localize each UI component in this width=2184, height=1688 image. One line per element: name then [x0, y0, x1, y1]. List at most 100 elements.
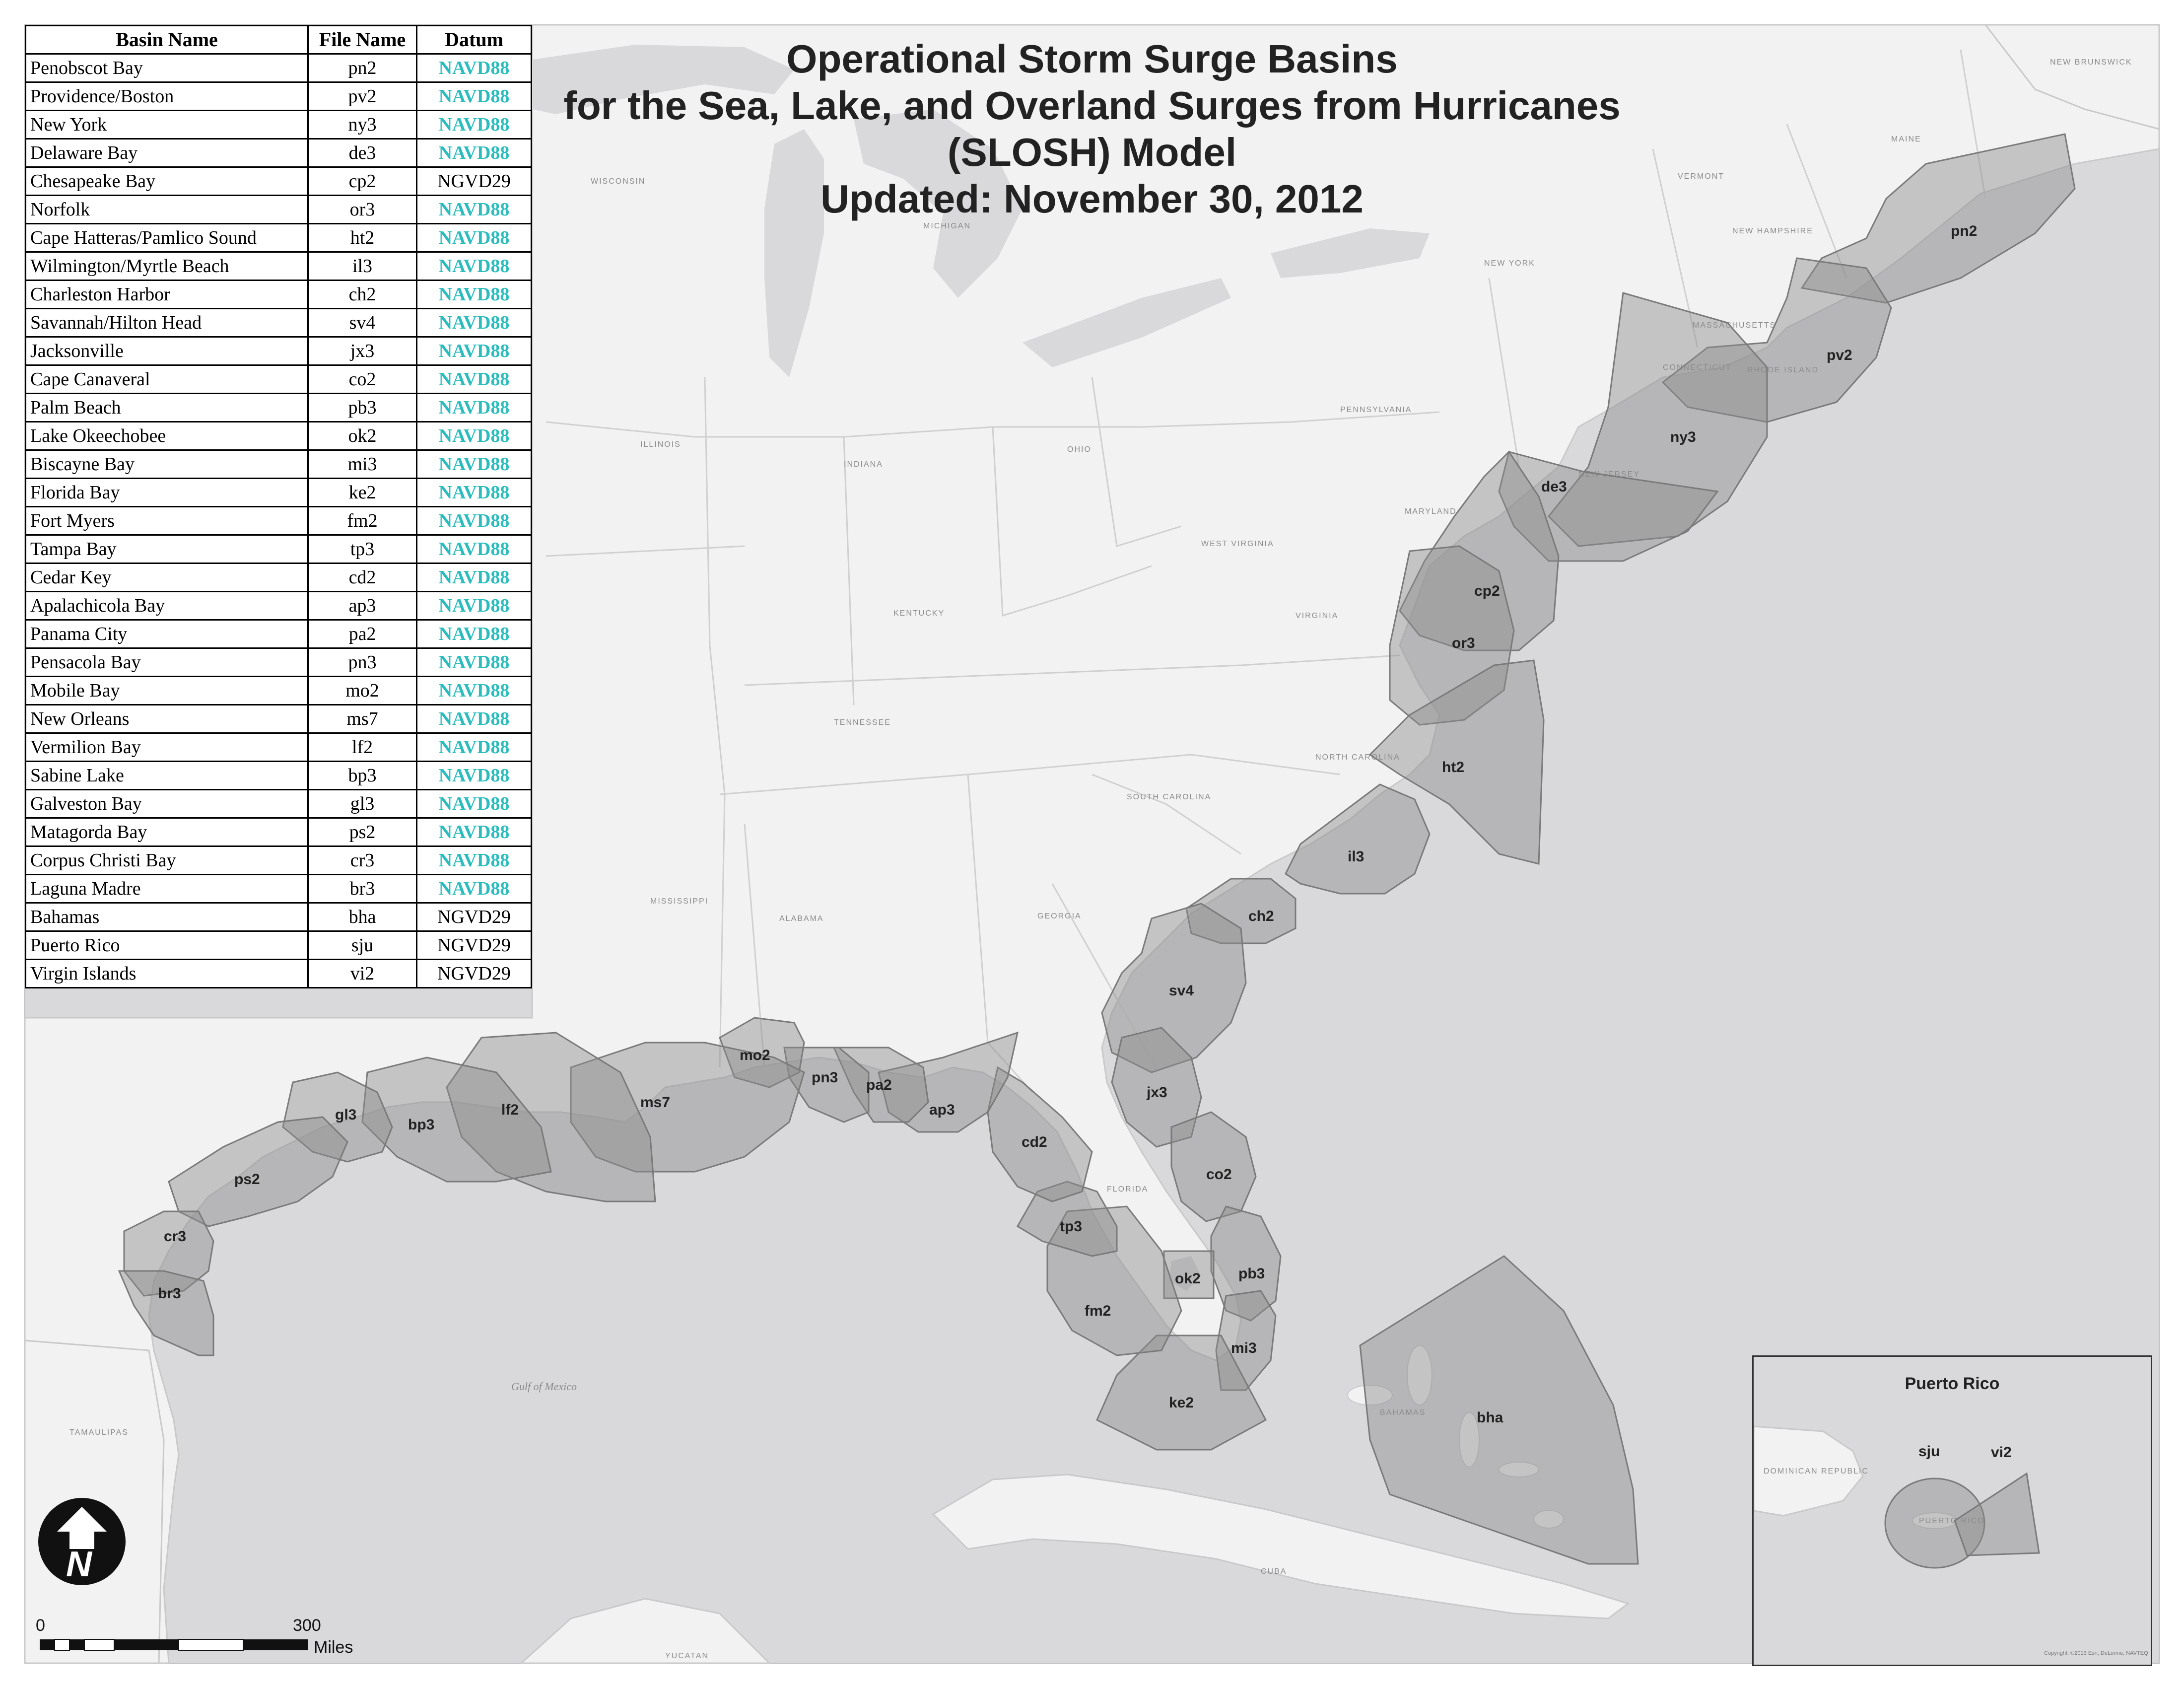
lake-huron — [854, 109, 1023, 298]
lake-erie — [1023, 278, 1231, 367]
basin-gl3 — [282, 1071, 393, 1163]
basin-legend-table: Basin Name File Name Datum Penobscot Bay… — [25, 25, 532, 988]
legend-row: Savannah/Hilton Head sv4 NAVD88 — [25, 308, 532, 338]
inset-title: Puerto Rico — [1905, 1374, 2000, 1393]
legend-row: Fort Myers fm2 NAVD88 — [25, 506, 532, 536]
legend-row: Sabine Lake bp3 NAVD88 — [25, 761, 532, 790]
legend-basin-name: Penobscot Bay — [25, 53, 309, 83]
legend-basin-name: Sabine Lake — [25, 761, 309, 790]
label-kentucky: KENTUCKY — [893, 609, 945, 618]
label-new-york: NEW YORK — [1484, 259, 1535, 268]
basin-label-de3: de3 — [1541, 479, 1567, 495]
legend-datum: NAVD88 — [416, 761, 532, 790]
basin-ps2 — [168, 1116, 348, 1227]
scale-bar-graphic — [40, 1639, 308, 1651]
legend-row: New York ny3 NAVD88 — [25, 110, 532, 140]
legend-row: Panama City pa2 NAVD88 — [25, 619, 532, 649]
legend-datum: NAVD88 — [416, 393, 532, 422]
basin-sju — [1884, 1477, 1985, 1569]
legend-datum: NAVD88 — [416, 251, 532, 281]
hispaniola — [1754, 1425, 1864, 1517]
legend-row: Palm Beach pb3 NAVD88 — [25, 393, 532, 422]
legend-file-name: ny3 — [307, 110, 417, 140]
label-maryland: MARYLAND — [1405, 507, 1457, 516]
label-wisconsin: WISCONSIN — [591, 177, 645, 186]
legend-file-name: cr3 — [307, 845, 417, 875]
basin-cd2 — [987, 1066, 1093, 1202]
legend-basin-name: Chesapeake Bay — [25, 166, 309, 196]
legend-basin-name: Norfolk — [25, 195, 309, 224]
legend-basin-name: Tampa Bay — [25, 534, 309, 564]
label-yucatan: YUCATAN — [665, 1652, 709, 1660]
legend-datum: NAVD88 — [416, 817, 532, 847]
label-massachusetts: MASSACHUSETTS — [1693, 321, 1776, 330]
label-florida: FLORIDA — [1107, 1185, 1148, 1194]
basin-bha — [1359, 1255, 1639, 1565]
legend-file-name: or3 — [307, 195, 417, 224]
basin-ht2 — [1368, 659, 1545, 865]
legend-row: Puerto Rico sju NGVD29 — [25, 930, 532, 960]
basin-label-ps2: ps2 — [234, 1171, 260, 1188]
legend-datum: NAVD88 — [416, 506, 532, 536]
legend-file-name: pn2 — [307, 53, 417, 83]
legend-row: Apalachicola Bay ap3 NAVD88 — [25, 591, 532, 621]
basin-label-ms7: ms7 — [640, 1094, 670, 1111]
legend-basin-name: Bahamas — [25, 902, 309, 932]
basin-pb3 — [1210, 1205, 1282, 1322]
basin-label-jx3: jx3 — [1146, 1084, 1167, 1101]
basin-label-bha: bha — [1477, 1409, 1503, 1426]
basin-label-lf2: lf2 — [501, 1102, 519, 1118]
legend-datum: NAVD88 — [416, 308, 532, 338]
legend-row: Florida Bay ke2 NAVD88 — [25, 478, 532, 507]
legend-file-name: jx3 — [307, 336, 417, 366]
legend-row: Wilmington/Myrtle Beach il3 NAVD88 — [25, 251, 532, 281]
legend-row: Providence/Boston pv2 NAVD88 — [25, 81, 532, 111]
label-bahamas: BAHAMAS — [1380, 1408, 1426, 1417]
north-arrow: N — [38, 1498, 126, 1585]
basin-pa2 — [832, 1047, 929, 1123]
legend-row: Cape Canaveral co2 NAVD88 — [25, 364, 532, 394]
basin-ok2 — [1163, 1250, 1215, 1299]
label-rhode-island: RHODE ISLAND — [1747, 366, 1819, 374]
legend-file-name: bp3 — [307, 761, 417, 790]
label-dominican-republic: DOMINICAN REPUBLIC — [1764, 1467, 1869, 1476]
legend-basin-name: Apalachicola Bay — [25, 591, 309, 621]
basin-mo2 — [719, 1017, 805, 1088]
map-title: Operational Storm Surge Basins for the S… — [536, 36, 1648, 222]
basin-label-ht2: ht2 — [1442, 759, 1464, 775]
basin-ke2 — [1096, 1335, 1267, 1451]
legend-datum: NAVD88 — [416, 138, 532, 168]
legend-datum: NAVD88 — [416, 81, 532, 111]
basin-label-bp3: bp3 — [408, 1117, 434, 1133]
label-cuba: CUBA — [1261, 1567, 1287, 1576]
legend-datum: NAVD88 — [416, 789, 532, 819]
basin-label-ch2: ch2 — [1248, 908, 1274, 924]
legend-basin-name: New York — [25, 110, 309, 140]
legend-basin-name: Wilmington/Myrtle Beach — [25, 251, 309, 281]
legend-basin-name: Vermilion Bay — [25, 732, 309, 762]
legend-basin-name: New Orleans — [25, 704, 309, 734]
label-georgia: GEORGIA — [1037, 912, 1082, 920]
legend-row: Laguna Madre br3 NAVD88 — [25, 874, 532, 904]
title-line-2: for the Sea, Lake, and Overland Surges f… — [563, 83, 1621, 128]
scale-unit: Miles — [314, 1638, 353, 1657]
basin-label-mi3: mi3 — [1231, 1340, 1257, 1356]
basin-label-or3: or3 — [1452, 635, 1475, 651]
label-puerto-rico: PUERTO RICO — [1919, 1517, 1985, 1525]
label-virginia: VIRGINIA — [1296, 612, 1338, 620]
basin-tp3 — [1016, 1181, 1118, 1257]
puerto-rico-inset: DOMINICAN REPUBLIC PUERTO RICO sju vi2 C… — [1752, 1355, 2152, 1666]
legend-datum: NAVD88 — [416, 704, 532, 734]
basin-vi2 — [1954, 1472, 2040, 1556]
basin-shapes — [118, 133, 2076, 1565]
basin-label-ap3: ap3 — [929, 1102, 955, 1118]
label-indiana: INDIANA — [844, 460, 883, 469]
legend-basin-name: Corpus Christi Bay — [25, 845, 309, 875]
label-alabama: ALABAMA — [779, 914, 824, 923]
legend-basin-name: Palm Beach — [25, 393, 309, 422]
legend-row: New Orleans ms7 NAVD88 — [25, 704, 532, 734]
legend-datum: NAVD88 — [416, 280, 532, 309]
legend-row: Cedar Key cd2 NAVD88 — [25, 563, 532, 592]
legend-datum: NGVD29 — [416, 902, 532, 932]
